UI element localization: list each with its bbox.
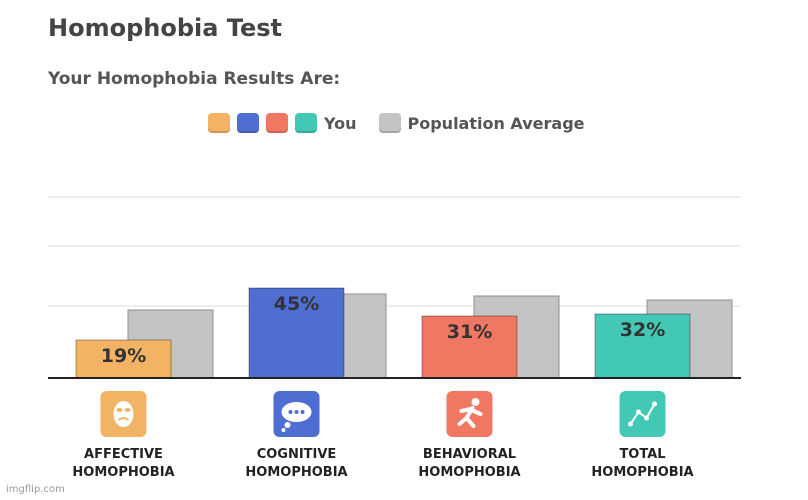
- chart-legend: You Population Average: [208, 113, 607, 133]
- legend-label-population: Population Average: [407, 113, 585, 133]
- legend-swatch-population: [378, 113, 401, 133]
- you-bar: [421, 315, 518, 379]
- legend-swatch-affective: [208, 113, 230, 133]
- bar-value-label: 45%: [274, 293, 319, 315]
- you-bar: [594, 313, 691, 379]
- category-label: TOTAL: [619, 447, 665, 462]
- page-title: Homophobia Test: [48, 14, 282, 42]
- legend-swatch-behavioral: [266, 113, 288, 133]
- legend-swatch-total: [295, 113, 317, 133]
- bar-value-label: 32%: [620, 319, 665, 341]
- you-bar: [75, 339, 172, 379]
- thought-bubble-icon: [281, 402, 312, 432]
- category-label: HOMOPHOBIA: [418, 465, 520, 480]
- category-label: AFFECTIVE: [84, 447, 163, 462]
- category-label: BEHAVIORAL: [423, 447, 516, 462]
- watermark: imgflip.com: [6, 484, 65, 495]
- bar-value-label: 31%: [447, 321, 492, 343]
- legend-swatch-cognitive: [237, 113, 259, 133]
- category-label: HOMOPHOBIA: [245, 465, 347, 480]
- category-label: HOMOPHOBIA: [591, 465, 693, 480]
- mask-icon: [113, 401, 134, 427]
- chart-line-icon: [628, 401, 657, 427]
- running-person-icon: [457, 398, 483, 428]
- legend-label-you: You: [324, 113, 357, 133]
- bar-value-label: 19%: [101, 345, 146, 367]
- category-label: COGNITIVE: [257, 447, 337, 462]
- you-bar: [248, 287, 345, 379]
- category-label: HOMOPHOBIA: [72, 465, 174, 480]
- results-subtitle: Your Homophobia Results Are:: [48, 69, 341, 89]
